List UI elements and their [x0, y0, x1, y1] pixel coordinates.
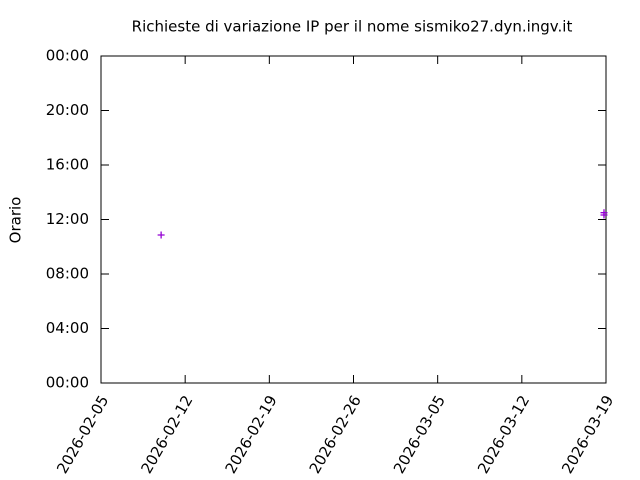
point [600, 211, 608, 219]
y-tick-label: 16:00 [46, 156, 89, 174]
point [157, 231, 165, 239]
chart-title: Richieste di variazione IP per il nome s… [132, 18, 573, 36]
y-tick-label: 00:00 [46, 374, 89, 392]
y-axis-label: Orario [7, 197, 25, 244]
y-tick-label: 12:00 [46, 210, 89, 228]
y-tick-label: 04:00 [46, 319, 89, 337]
y-tick-label: 20:00 [46, 101, 89, 119]
y-tick-label: 00:00 [46, 47, 89, 65]
y-tick-label: 08:00 [46, 265, 89, 283]
